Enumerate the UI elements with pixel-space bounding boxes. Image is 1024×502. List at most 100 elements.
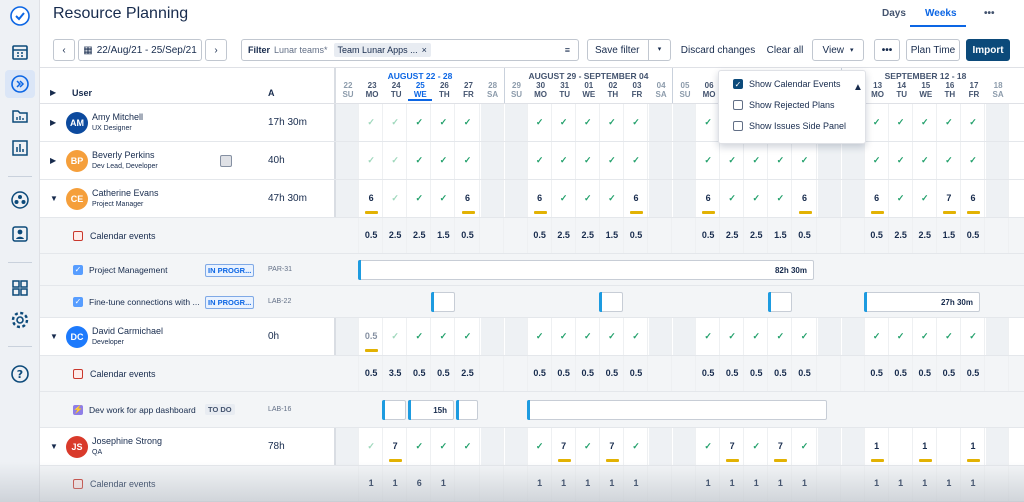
day-cell[interactable]: ✓ xyxy=(697,428,721,465)
day-cell[interactable]: ✓ xyxy=(457,318,480,355)
day-cell[interactable]: 0.5 xyxy=(938,356,961,391)
calendar-events-label[interactable]: Calendar events xyxy=(90,231,156,241)
day-cell[interactable] xyxy=(842,356,865,391)
day-cell[interactable] xyxy=(842,218,865,253)
day-cell[interactable]: ✓ xyxy=(360,104,384,141)
day-cell[interactable]: ✓ xyxy=(432,428,456,465)
app-logo-icon[interactable] xyxy=(8,4,32,28)
day-cell[interactable]: 6 xyxy=(457,180,480,217)
day-cell[interactable]: 0.5 xyxy=(914,356,937,391)
expand-caret-icon[interactable]: ▼ xyxy=(50,194,58,203)
day-cell[interactable] xyxy=(504,180,528,217)
task-bar[interactable]: 27h 30m xyxy=(864,292,980,312)
day-cell[interactable]: ✓ xyxy=(432,318,456,355)
day-cell[interactable]: 7 xyxy=(553,428,576,465)
filter-list-icon[interactable]: ≡ xyxy=(564,45,570,55)
day-cell[interactable] xyxy=(480,104,504,141)
day-cell[interactable]: ✓ xyxy=(625,142,648,179)
user-row[interactable]: ▼ DC David Carmichael Developer 0h xyxy=(40,318,336,356)
day-cell[interactable]: 6 xyxy=(794,180,817,217)
day-cell[interactable] xyxy=(841,428,865,465)
filter-field[interactable]: Filter Lunar teams* Team Lunar Apps ... ×… xyxy=(241,39,579,61)
day-cell[interactable] xyxy=(480,180,504,217)
day-cell[interactable]: ✓ xyxy=(794,318,817,355)
day-cell[interactable]: 7 xyxy=(938,180,961,217)
day-cell[interactable] xyxy=(504,142,528,179)
day-cell[interactable]: ✓ xyxy=(553,104,576,141)
day-cell[interactable]: ✓ xyxy=(601,104,624,141)
day-cell[interactable]: 0.5 xyxy=(601,356,624,391)
day-cell[interactable]: 0.5 xyxy=(697,356,721,391)
day-cell[interactable]: ✓ xyxy=(890,104,913,141)
day-cell[interactable] xyxy=(817,180,841,217)
day-cell[interactable]: 0.5 xyxy=(360,356,384,391)
day-cell[interactable] xyxy=(986,104,1010,141)
help-icon[interactable]: ? xyxy=(8,362,32,386)
day-cell[interactable]: ✓ xyxy=(890,318,913,355)
day-cell[interactable] xyxy=(336,218,359,253)
day-cell[interactable]: ✓ xyxy=(890,180,913,217)
day-header[interactable]: 06 MO xyxy=(697,81,721,99)
day-cell[interactable]: 1.5 xyxy=(432,218,456,253)
day-header[interactable]: 14 TU xyxy=(890,81,914,99)
task-bar[interactable] xyxy=(382,400,406,420)
date-range-picker[interactable]: ▦ 22/Aug/21 - 25/Sep/21 xyxy=(78,39,202,61)
day-cell[interactable]: ✓ xyxy=(866,142,889,179)
day-cell[interactable] xyxy=(649,428,673,465)
user-name[interactable]: David Carmichael xyxy=(92,326,164,336)
day-cell[interactable]: ✓ xyxy=(384,142,408,179)
day-cell[interactable]: ✓ xyxy=(529,104,552,141)
day-cell[interactable]: ✓ xyxy=(721,180,745,217)
day-header[interactable]: 04 SA xyxy=(649,81,673,99)
close-icon[interactable]: × xyxy=(421,45,427,55)
calendar-icon[interactable] xyxy=(8,40,32,64)
day-cell[interactable] xyxy=(986,356,1010,391)
day-cell[interactable]: ✓ xyxy=(914,318,937,355)
day-cell[interactable] xyxy=(673,142,696,179)
day-cell[interactable] xyxy=(817,318,841,355)
day-cell[interactable]: ✓ xyxy=(962,104,985,141)
day-cell[interactable] xyxy=(505,356,528,391)
day-cell[interactable]: ✓ xyxy=(625,104,648,141)
user-name[interactable]: Josephine Strong xyxy=(92,436,163,446)
task-bar[interactable] xyxy=(431,292,455,312)
folder-chart-icon[interactable] xyxy=(8,104,32,128)
day-cell[interactable]: ✓ xyxy=(529,142,552,179)
expand-caret-icon[interactable]: ▼ xyxy=(50,442,58,451)
day-cell[interactable]: ✓ xyxy=(432,104,456,141)
day-cell[interactable]: 2.5 xyxy=(745,218,769,253)
day-cell[interactable]: ✓ xyxy=(721,318,745,355)
day-cell[interactable]: ✓ xyxy=(914,104,937,141)
day-cell[interactable] xyxy=(336,142,359,179)
hours-header[interactable]: A xyxy=(268,88,275,98)
day-cell[interactable]: ✓ xyxy=(745,142,769,179)
day-cell[interactable]: 7 xyxy=(601,428,624,465)
day-cell[interactable]: ✓ xyxy=(914,142,937,179)
user-row[interactable]: ▶ BP Beverly Perkins Dev Lead, Developer 40h xyxy=(40,142,336,180)
day-cell[interactable]: ✓ xyxy=(866,318,889,355)
day-cell[interactable] xyxy=(649,356,673,391)
task-row[interactable]: ⚡ Dev work for app dashboard TO DO LAB-16 xyxy=(40,392,336,428)
day-header[interactable]: 24 TU xyxy=(384,81,408,99)
day-cell[interactable]: ✓ xyxy=(360,428,384,465)
day-cell[interactable] xyxy=(649,104,673,141)
day-cell[interactable]: 0.5 xyxy=(962,356,985,391)
view-option[interactable]: ✓ Show Calendar Events xyxy=(733,79,841,89)
day-cell[interactable] xyxy=(480,142,504,179)
day-cell[interactable]: 6 xyxy=(962,180,985,217)
day-cell[interactable]: 6 xyxy=(866,180,889,217)
option-checkbox[interactable] xyxy=(733,121,743,131)
day-cell[interactable]: ✓ xyxy=(457,428,480,465)
day-cell[interactable]: 2.5 xyxy=(408,218,432,253)
day-header[interactable]: 27 FR xyxy=(457,81,481,99)
chevron-down-icon[interactable]: ▾ xyxy=(648,40,670,60)
day-cell[interactable]: 0.5 xyxy=(866,356,889,391)
day-cell[interactable]: ✓ xyxy=(745,318,769,355)
day-cell[interactable]: 0.5 xyxy=(360,318,384,355)
calendar-events-row[interactable]: Calendar events xyxy=(40,218,336,254)
task-bar[interactable] xyxy=(599,292,623,312)
task-bar[interactable] xyxy=(768,292,792,312)
plan-time-button[interactable]: Plan Time xyxy=(906,39,960,61)
day-cell[interactable] xyxy=(673,318,696,355)
day-cell[interactable]: 0.5 xyxy=(962,218,985,253)
